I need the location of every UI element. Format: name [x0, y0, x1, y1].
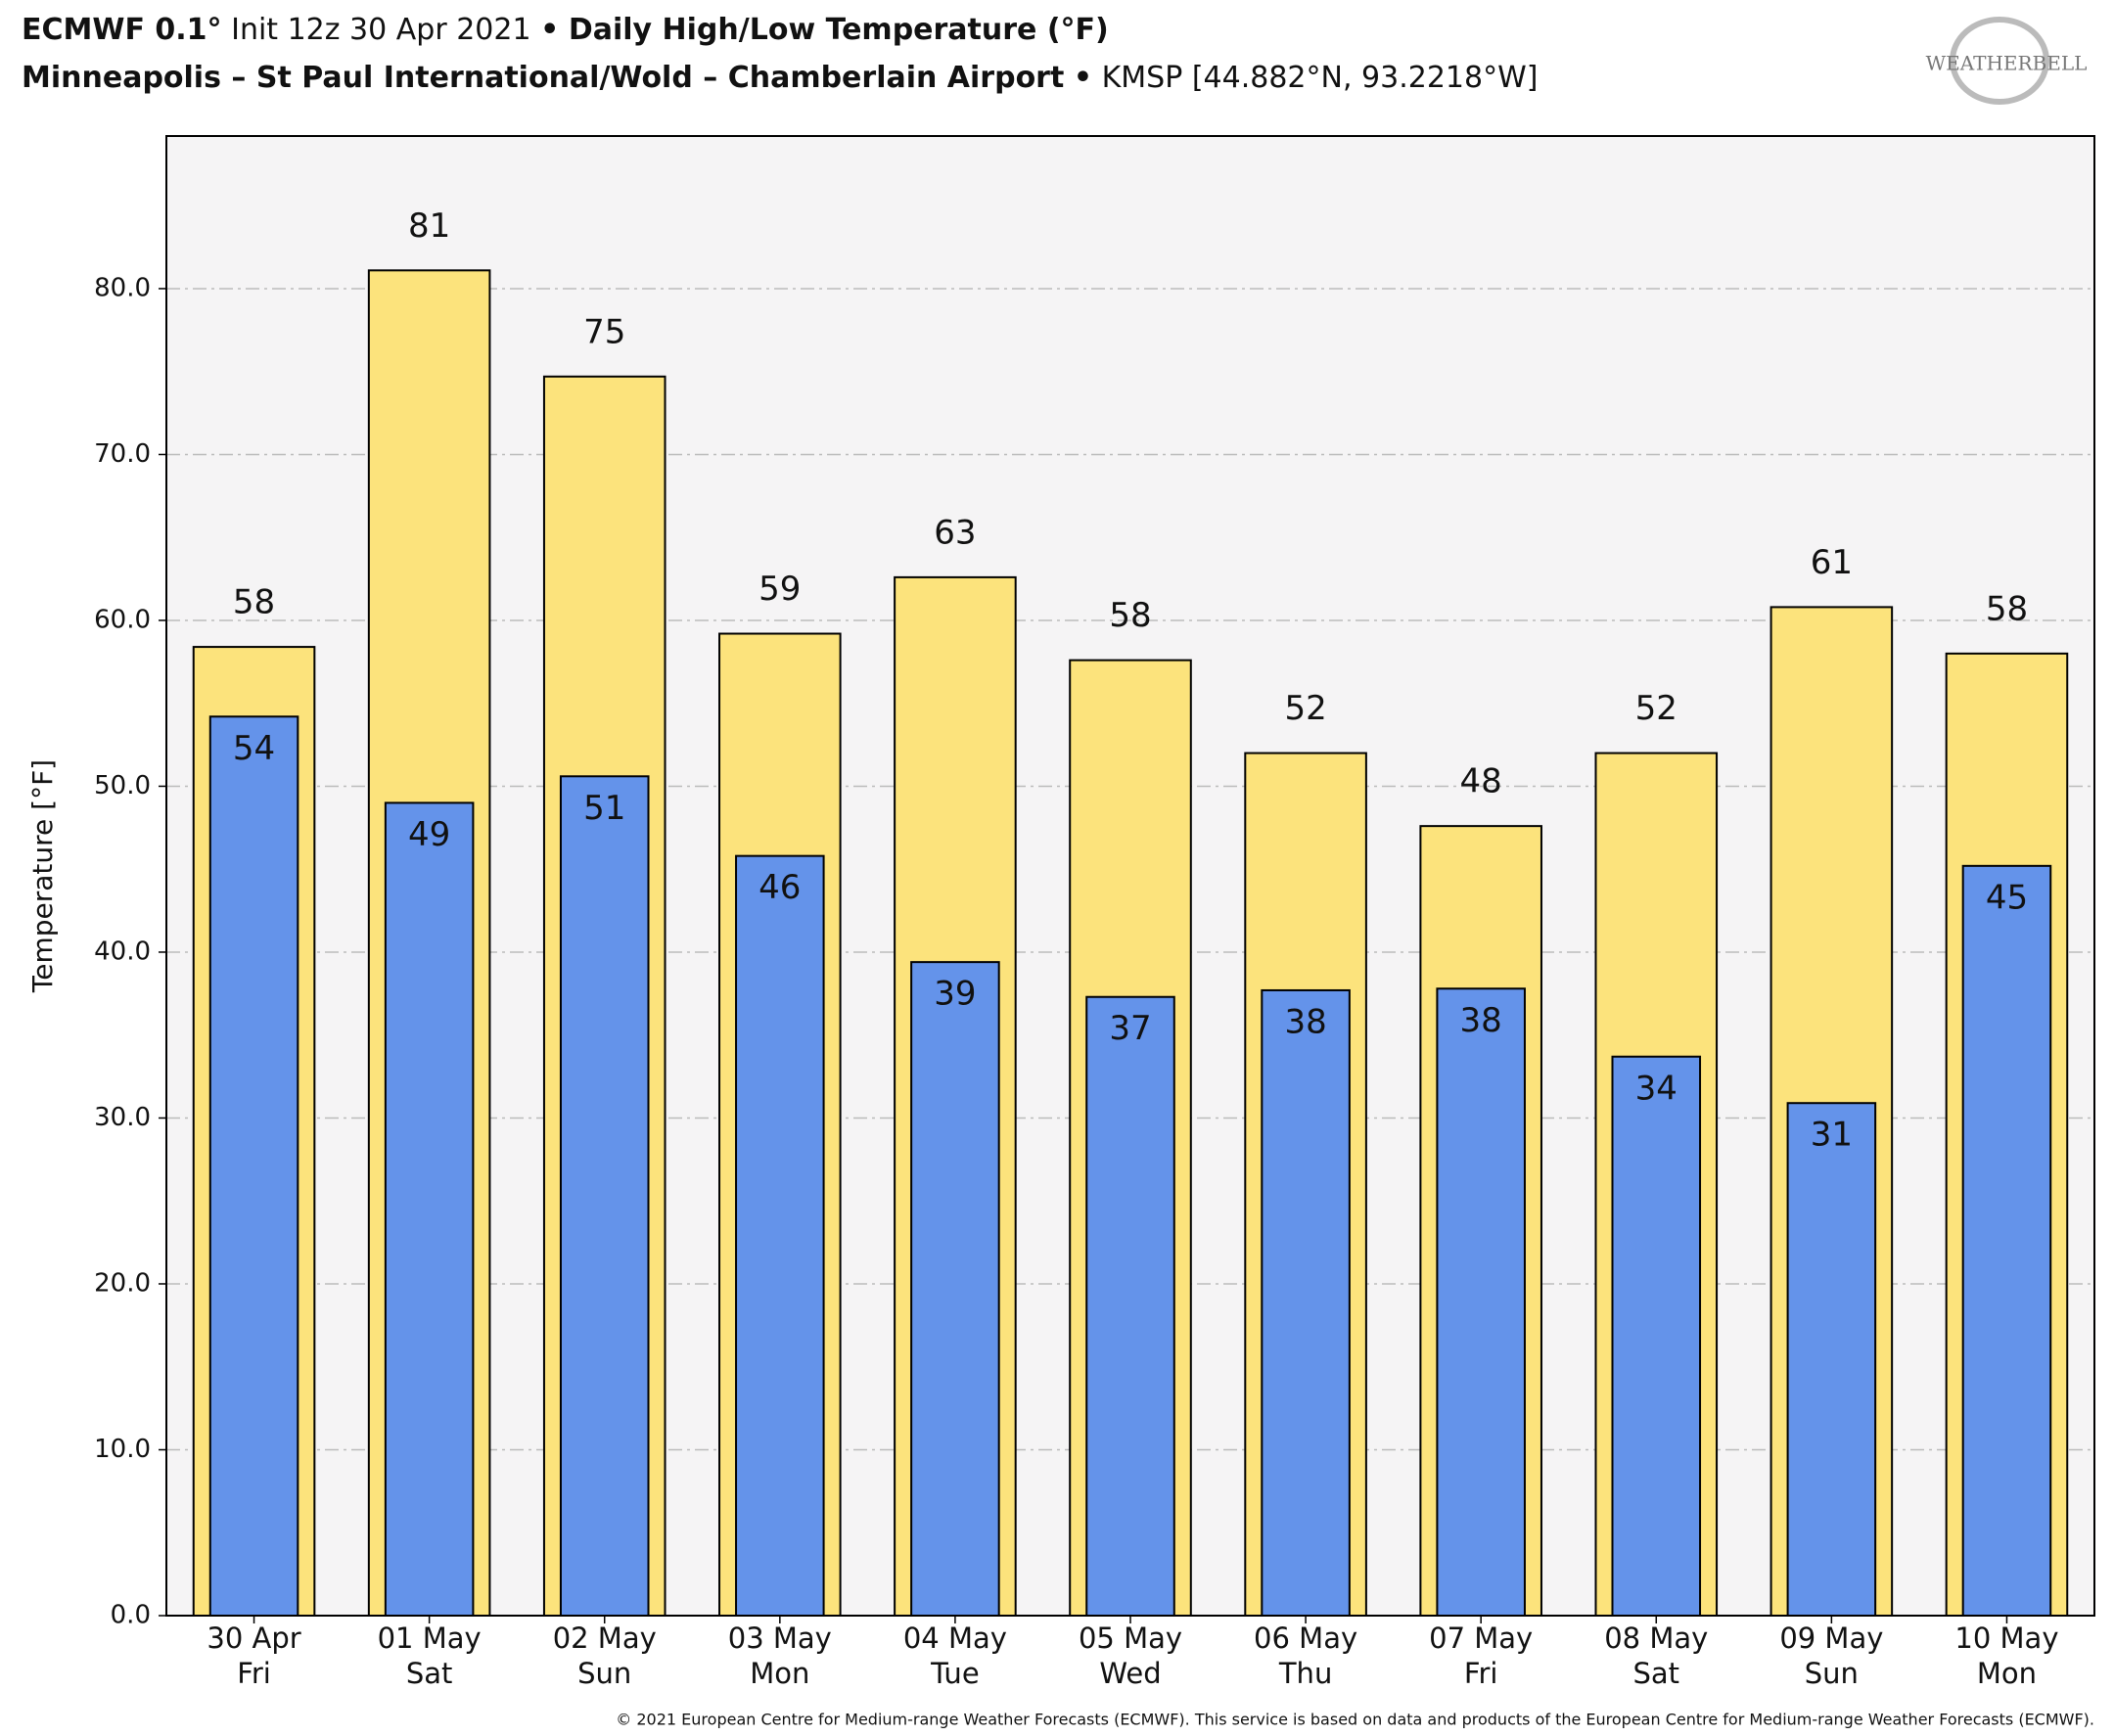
low-bar — [1611, 1055, 1702, 1617]
x-tick-label: 06 May — [1254, 1622, 1357, 1655]
subtitle-separator: • — [1074, 61, 1092, 95]
x-tick-weekday: Sun — [1805, 1657, 1859, 1690]
chart-title: ECMWF 0.1° Init 12z 30 Apr 2021 • Daily … — [22, 13, 1109, 47]
x-tick-label: 10 May — [1954, 1622, 2058, 1655]
high-value-label: 61 — [1811, 543, 1853, 582]
y-tick-label: 50.0 — [94, 771, 151, 800]
y-tick-label: 0.0 — [111, 1601, 151, 1630]
high-value-label: 58 — [233, 583, 275, 622]
high-value-label: 63 — [934, 513, 976, 552]
high-value-label: 75 — [583, 312, 625, 351]
x-tick-weekday: Sat — [406, 1657, 453, 1690]
title-product: Daily High/Low Temperature (°F) — [569, 13, 1109, 47]
high-value-label: 58 — [1109, 596, 1151, 635]
x-tick-weekday: Mon — [750, 1657, 809, 1690]
logo: WEATHERBELL — [1926, 52, 2088, 75]
x-tick-weekday: Thu — [1278, 1657, 1332, 1690]
high-value-label: 58 — [1986, 589, 2028, 628]
low-bar — [1961, 864, 2052, 1617]
x-tick-label: 07 May — [1429, 1622, 1533, 1655]
x-tick-weekday: Sun — [577, 1657, 631, 1690]
low-value-label: 38 — [1460, 1001, 1502, 1040]
title-model: ECMWF 0.1° — [22, 13, 222, 47]
x-tick-weekday: Fri — [237, 1657, 271, 1690]
x-tick-label: 04 May — [903, 1622, 1007, 1655]
x-tick-label: 01 May — [378, 1622, 482, 1655]
low-value-label: 37 — [1109, 1009, 1151, 1048]
subtitle-station: Minneapolis – St Paul International/Wold… — [22, 61, 1064, 95]
y-tick-label: 30.0 — [94, 1103, 151, 1132]
low-value-label: 46 — [758, 868, 801, 907]
low-bar — [559, 775, 650, 1617]
low-bar — [384, 801, 475, 1617]
low-value-label: 49 — [408, 815, 450, 854]
y-tick-label: 80.0 — [94, 273, 151, 302]
high-value-label: 52 — [1284, 689, 1326, 728]
x-tick-label: 09 May — [1779, 1622, 1883, 1655]
low-bar — [910, 961, 1000, 1617]
chart-subtitle: Minneapolis – St Paul International/Wold… — [22, 61, 1538, 95]
low-bar — [1085, 995, 1175, 1617]
title-init: Init 12z 30 Apr 2021 — [231, 13, 530, 47]
low-value-label: 51 — [583, 789, 625, 828]
logo-swirl — [1950, 17, 2049, 105]
x-tick-label: 30 Apr — [207, 1622, 300, 1655]
x-tick-label: 03 May — [728, 1622, 832, 1655]
y-tick-label: 20.0 — [94, 1268, 151, 1298]
y-tick-label: 40.0 — [94, 937, 151, 966]
x-tick-label: 08 May — [1604, 1622, 1708, 1655]
x-tick-label: 05 May — [1079, 1622, 1182, 1655]
high-value-label: 52 — [1635, 689, 1677, 728]
y-tick-label: 60.0 — [94, 605, 151, 634]
low-value-label: 45 — [1986, 878, 2028, 917]
x-tick-weekday: Sat — [1632, 1657, 1679, 1690]
low-bar — [1261, 988, 1351, 1617]
low-bar — [1786, 1102, 1877, 1617]
x-tick-weekday: Mon — [1977, 1657, 2037, 1690]
low-value-label: 34 — [1635, 1069, 1677, 1108]
high-value-label: 81 — [408, 206, 450, 246]
y-tick-label: 10.0 — [94, 1435, 151, 1464]
low-bar — [1436, 987, 1526, 1617]
low-value-label: 38 — [1284, 1002, 1326, 1041]
credit: © 2021 European Centre for Medium-range … — [616, 1711, 2094, 1729]
high-value-label: 59 — [758, 570, 801, 609]
low-bar — [208, 715, 299, 1617]
plot-frame — [165, 135, 2095, 1617]
subtitle-location: KMSP [44.882°N, 93.2218°W] — [1102, 61, 1539, 95]
high-value-label: 48 — [1460, 762, 1502, 801]
x-tick-weekday: Tue — [930, 1657, 980, 1690]
low-bar — [735, 854, 825, 1617]
title-separator: • — [540, 13, 559, 47]
low-value-label: 39 — [934, 975, 976, 1014]
y-axis-label: Temperature [°F] — [26, 759, 59, 993]
x-tick-label: 02 May — [553, 1622, 657, 1655]
x-tick-weekday: Fri — [1464, 1657, 1498, 1690]
x-tick-weekday: Wed — [1099, 1657, 1161, 1690]
low-value-label: 31 — [1811, 1116, 1853, 1155]
y-tick-label: 70.0 — [94, 439, 151, 469]
low-value-label: 54 — [233, 729, 275, 768]
